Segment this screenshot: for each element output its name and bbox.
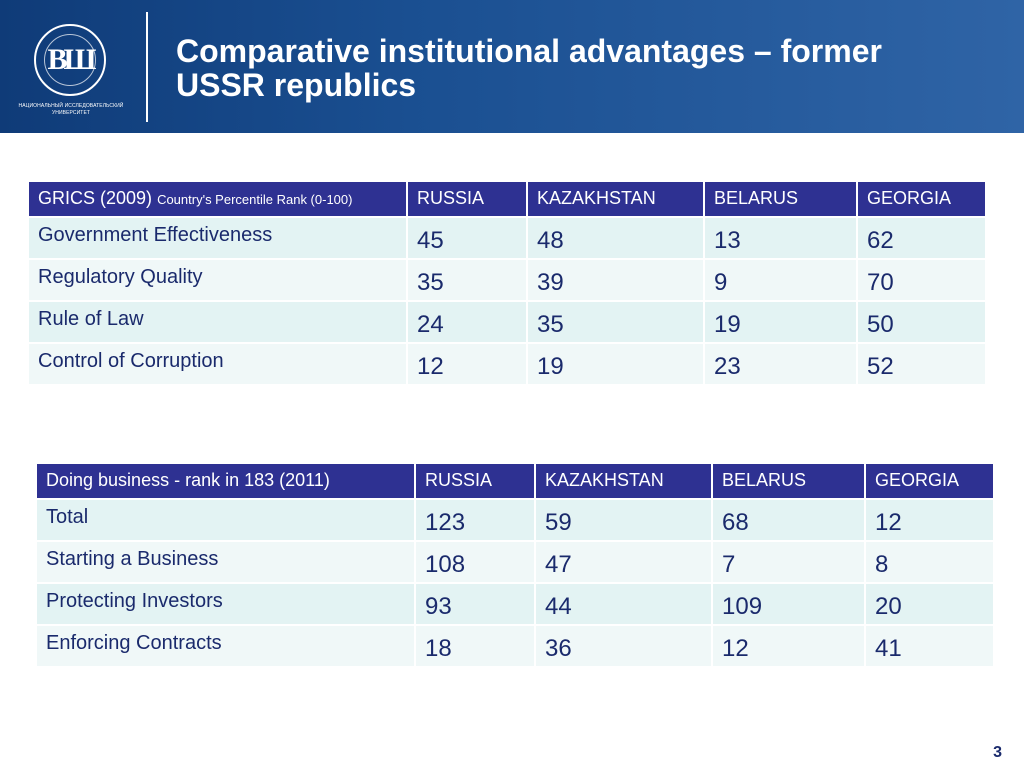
column-header: BELARUS	[705, 182, 856, 216]
table-cell: 48	[528, 218, 703, 258]
table-cell: 35	[528, 302, 703, 342]
table-cell: 35	[408, 260, 526, 300]
table-cell: 12	[866, 500, 993, 540]
row-label: Government Effectiveness	[29, 218, 406, 258]
doing-business-table: Doing business - rank in 183 (2011) RUSS…	[35, 462, 995, 668]
grics-header-row: GRICS (2009) Country's Percentile Rank (…	[29, 182, 985, 216]
slide-title-line-2: USSR republics	[176, 67, 417, 103]
logo-caption-line-1: НАЦИОНАЛЬНЫЙ ИССЛЕДОВАТЕЛЬСКИЙ	[18, 103, 124, 109]
table-cell: 123	[416, 500, 534, 540]
table-row: Protecting Investors 93 44 109 20	[37, 584, 993, 624]
row-label: Enforcing Contracts	[37, 626, 414, 666]
table-cell: 39	[528, 260, 703, 300]
row-label: Rule of Law	[29, 302, 406, 342]
logo-caption: НАЦИОНАЛЬНЫЙ ИССЛЕДОВАТЕЛЬСКИЙ УНИВЕРСИТ…	[18, 103, 124, 117]
table-cell: 19	[705, 302, 856, 342]
table-cell: 70	[858, 260, 985, 300]
table-cell: 13	[705, 218, 856, 258]
grics-table: GRICS (2009) Country's Percentile Rank (…	[27, 180, 987, 386]
table-cell: 109	[713, 584, 864, 624]
table-cell: 7	[713, 542, 864, 582]
row-label: Protecting Investors	[37, 584, 414, 624]
table-cell: 8	[866, 542, 993, 582]
column-header: GEORGIA	[858, 182, 985, 216]
table-row: Starting a Business 108 47 7 8	[37, 542, 993, 582]
row-label: Regulatory Quality	[29, 260, 406, 300]
row-label: Control of Corruption	[29, 344, 406, 384]
hse-logo: ВШ НАЦИОНАЛЬНЫЙ ИССЛЕДОВАТЕЛЬСКИЙ УНИВЕР…	[18, 12, 128, 124]
table-cell: 20	[866, 584, 993, 624]
table-row: Enforcing Contracts 18 36 12 41	[37, 626, 993, 666]
table-cell: 59	[536, 500, 711, 540]
table-cell: 41	[866, 626, 993, 666]
column-header: GEORGIA	[866, 464, 993, 498]
column-header: BELARUS	[713, 464, 864, 498]
table-cell: 45	[408, 218, 526, 258]
page-number: 3	[993, 744, 1002, 761]
table-cell: 19	[528, 344, 703, 384]
table-cell: 24	[408, 302, 526, 342]
table-cell: 12	[713, 626, 864, 666]
column-header: RUSSIA	[408, 182, 526, 216]
table-cell: 44	[536, 584, 711, 624]
column-header: KAZAKHSTAN	[528, 182, 703, 216]
table-cell: 9	[705, 260, 856, 300]
column-header: KAZAKHSTAN	[536, 464, 711, 498]
table-row: Total 123 59 68 12	[37, 500, 993, 540]
table-cell: 108	[416, 542, 534, 582]
row-label: Starting a Business	[37, 542, 414, 582]
slide-title: Comparative institutional advantages – f…	[176, 34, 996, 102]
logo-caption-line-2: УНИВЕРСИТЕТ	[51, 110, 91, 116]
table-cell: 12	[408, 344, 526, 384]
slide-title-line-1: Comparative institutional advantages – f…	[176, 33, 882, 69]
table-row: Regulatory Quality 35 39 9 70	[29, 260, 985, 300]
table-cell: 68	[713, 500, 864, 540]
table-cell: 52	[858, 344, 985, 384]
table-cell: 50	[858, 302, 985, 342]
grics-header-sub: Country's Percentile Rank (0-100)	[157, 192, 353, 207]
slide-header: ВШ НАЦИОНАЛЬНЫЙ ИССЛЕДОВАТЕЛЬСКИЙ УНИВЕР…	[0, 0, 1024, 133]
table-cell: 18	[416, 626, 534, 666]
header-divider	[146, 12, 148, 122]
table-cell: 47	[536, 542, 711, 582]
table-row: Government Effectiveness 45 48 13 62	[29, 218, 985, 258]
logo-mark: ВШ	[47, 43, 97, 76]
table-cell: 23	[705, 344, 856, 384]
doing-business-header-row: Doing business - rank in 183 (2011) RUSS…	[37, 464, 993, 498]
logo-seal-icon: ВШ	[34, 24, 106, 96]
doing-business-header-label: Doing business - rank in 183 (2011)	[37, 464, 414, 498]
row-label: Total	[37, 500, 414, 540]
grics-header-main: GRICS (2009)	[38, 188, 153, 208]
grics-header-label: GRICS (2009) Country's Percentile Rank (…	[29, 182, 406, 216]
table-cell: 36	[536, 626, 711, 666]
table-row: Rule of Law 24 35 19 50	[29, 302, 985, 342]
table-cell: 93	[416, 584, 534, 624]
table-row: Control of Corruption 12 19 23 52	[29, 344, 985, 384]
column-header: RUSSIA	[416, 464, 534, 498]
table-cell: 62	[858, 218, 985, 258]
